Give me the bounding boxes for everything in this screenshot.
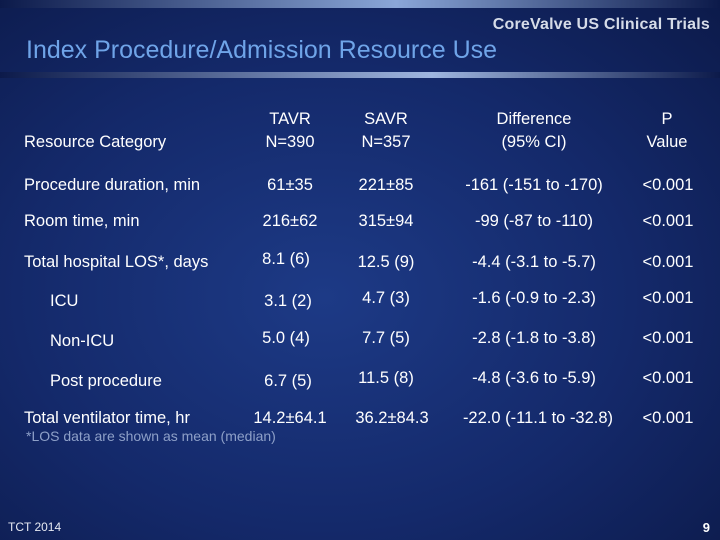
header-savr-line2: N=357 bbox=[361, 133, 411, 151]
slide-title: Index Procedure/Admission Resource Use bbox=[26, 36, 498, 64]
row-difference-value: -99 (-87 to -110) bbox=[475, 212, 593, 230]
row-tavr-value: 8.1 (6) bbox=[262, 250, 310, 268]
row-tavr-value: 61±35 bbox=[267, 176, 313, 194]
row-p-value: <0.001 bbox=[642, 409, 694, 427]
row-category-sub: Non-ICU bbox=[50, 332, 115, 350]
row-tavr-value: 6.7 (5) bbox=[264, 372, 312, 390]
row-p-value: <0.001 bbox=[642, 176, 694, 194]
conference-label: TCT 2014 bbox=[8, 520, 62, 534]
row-p-value: <0.001 bbox=[642, 369, 694, 387]
row-savr-value: 36.2±84.3 bbox=[355, 409, 429, 427]
header-p-line2: Value bbox=[646, 133, 688, 151]
row-p-value: <0.001 bbox=[642, 253, 694, 271]
row-category-sub: ICU bbox=[50, 292, 79, 310]
row-difference-value: -2.8 (-1.8 to -3.8) bbox=[472, 329, 596, 347]
header-tavr: TAVR N=390 bbox=[250, 108, 330, 154]
header-resource-category: Resource Category bbox=[24, 133, 167, 151]
row-savr-value: 315±94 bbox=[358, 212, 414, 230]
header-tavr-line1: TAVR bbox=[269, 110, 311, 128]
row-difference-value: -4.8 (-3.6 to -5.9) bbox=[472, 369, 596, 387]
row-savr-value: 4.7 (3) bbox=[362, 289, 410, 307]
row-category: Procedure duration, min bbox=[24, 176, 201, 194]
row-difference-value: -22.0 (-11.1 to -32.8) bbox=[462, 409, 614, 427]
footnote: *LOS data are shown as mean (median) bbox=[26, 428, 276, 444]
header-difference: Difference (95% CI) bbox=[464, 108, 604, 154]
header-tavr-line2: N=390 bbox=[265, 133, 315, 151]
row-difference-value: -1.6 (-0.9 to -2.3) bbox=[472, 289, 596, 307]
row-difference-value: -161 (-151 to -170) bbox=[465, 176, 603, 194]
brand-logo-text: CoreValve US Clinical Trials bbox=[492, 16, 710, 33]
row-p-value: <0.001 bbox=[642, 289, 694, 307]
row-p-value: <0.001 bbox=[642, 329, 694, 347]
row-savr-value: 11.5 (8) bbox=[358, 369, 414, 387]
header-savr: SAVR N=357 bbox=[346, 108, 426, 154]
row-tavr-value: 3.1 (2) bbox=[264, 292, 312, 310]
row-tavr-value: 14.2±64.1 bbox=[253, 409, 327, 427]
page-number: 9 bbox=[702, 520, 710, 535]
row-category-sub: Post procedure bbox=[50, 372, 162, 390]
row-savr-value: 12.5 (9) bbox=[357, 253, 415, 271]
header-difference-line2: (95% CI) bbox=[501, 133, 567, 151]
row-tavr-value: 5.0 (4) bbox=[262, 329, 310, 347]
row-category: Total hospital LOS*, days bbox=[24, 253, 209, 271]
row-category: Room time, min bbox=[24, 212, 140, 230]
top-accent-bar bbox=[0, 0, 720, 8]
header-p-line1: P bbox=[661, 110, 673, 128]
title-divider bbox=[0, 72, 720, 78]
header-p-value: P Value bbox=[634, 108, 700, 154]
header-difference-line1: Difference bbox=[496, 110, 572, 128]
row-p-value: <0.001 bbox=[642, 212, 694, 230]
row-savr-value: 221±85 bbox=[358, 176, 414, 194]
row-difference-value: -4.4 (-3.1 to -5.7) bbox=[472, 253, 596, 271]
row-savr-value: 7.7 (5) bbox=[362, 329, 410, 347]
row-category: Total ventilator time, hr bbox=[24, 409, 190, 427]
header-savr-line1: SAVR bbox=[364, 110, 408, 128]
row-tavr-value: 216±62 bbox=[262, 212, 318, 230]
